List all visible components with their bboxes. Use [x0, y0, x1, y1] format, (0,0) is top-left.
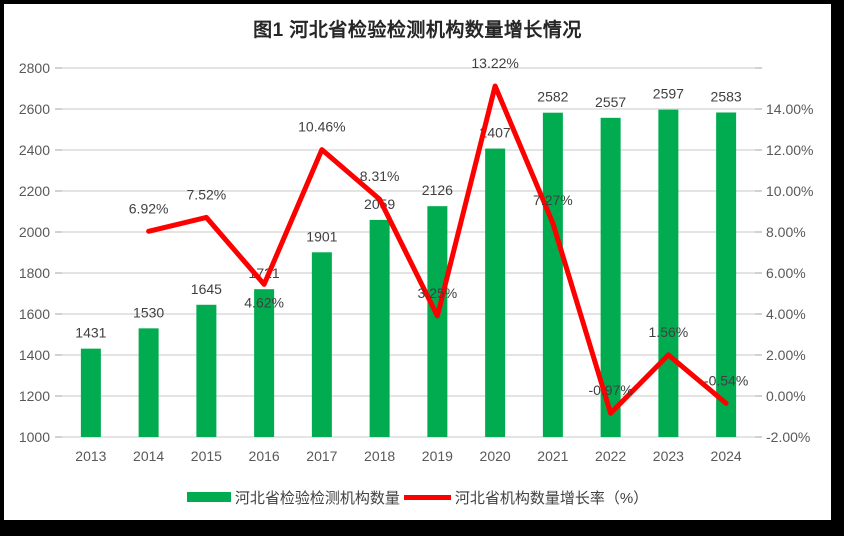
line-value-label: 1.56% [649, 324, 689, 340]
left-axis-tick-label: 2600 [19, 101, 50, 117]
line-value-label: 13.22% [471, 55, 518, 71]
line-value-label: 10.46% [298, 119, 345, 135]
bar-value-label: 2583 [711, 88, 742, 104]
bar-value-label: 1901 [306, 228, 337, 244]
bar [138, 328, 159, 437]
x-axis-label: 2019 [422, 448, 453, 464]
x-axis-label: 2014 [133, 448, 164, 464]
growth-line [146, 83, 729, 416]
x-axis-label: 2018 [364, 448, 395, 464]
right-axis-tick-label: 8.00% [766, 224, 806, 240]
combo-chart: 1000 -2.00% 1200 0.00% 1400 2.00% 1600 4.00% 180… [19, 55, 814, 464]
x-axis-label: 2024 [711, 448, 742, 464]
line-value-label: 8.31% [360, 168, 400, 184]
left-axis-tick-label: 2200 [19, 183, 50, 199]
right-axis-tick-label: -2.00% [766, 429, 810, 445]
chart-background: 图1 河北省检验检测机构数量增长情况 1000 -2.00% 1200 0.00% 14… [4, 4, 831, 520]
left-axis-tick-label: 2800 [19, 60, 50, 76]
right-axis-tick-label: 4.00% [766, 306, 806, 322]
bar [600, 117, 621, 437]
bar-value-label: 2557 [595, 94, 626, 110]
x-axis-label: 2017 [306, 448, 337, 464]
right-axis-tick-label: 14.00% [766, 101, 813, 117]
left-axis-tick-label: 1800 [19, 265, 50, 281]
legend-line-label: 河北省机构数量增长率（%） [454, 489, 649, 507]
left-axis-tick-label: 2400 [19, 142, 50, 158]
right-axis-tick-label: 10.00% [766, 183, 813, 199]
bar-value-label: 1530 [133, 304, 164, 320]
x-axis-label: 2013 [75, 448, 106, 464]
chart-title: 图1 河北省检验检测机构数量增长情况 [253, 20, 582, 41]
bar [542, 112, 563, 437]
bar-value-label: 2126 [422, 182, 453, 198]
x-axis-label: 2016 [249, 448, 280, 464]
right-axis-tick-label: 12.00% [766, 142, 813, 158]
x-axis-label: 2023 [653, 448, 684, 464]
line-value-label: -0.97% [588, 382, 632, 398]
bar [196, 304, 217, 437]
bar [716, 112, 737, 438]
x-axis-label: 2015 [191, 448, 222, 464]
bar [485, 148, 506, 437]
legend: 河北省检验检测机构数量 河北省机构数量增长率（%） [4, 486, 831, 508]
x-axis-label: 2020 [480, 448, 511, 464]
bar-value-label: 1431 [75, 325, 106, 341]
right-axis-tick-label: 2.00% [766, 347, 806, 363]
line-value-label: 4.62% [244, 294, 284, 310]
left-axis-tick-label: 1000 [19, 429, 50, 445]
line-value-label: 7.52% [187, 186, 227, 202]
legend-line-swatch [403, 494, 451, 500]
bar-value-label: 1645 [191, 281, 222, 297]
line-value-label: 7.27% [533, 192, 573, 208]
bar [427, 206, 448, 437]
bar [369, 219, 390, 437]
bar-value-label: 2407 [480, 125, 511, 141]
left-axis-tick-label: 2000 [19, 224, 50, 240]
legend-bar-swatch [186, 492, 231, 502]
bar-value-label: 2597 [653, 86, 684, 102]
x-axis-label: 2022 [595, 448, 626, 464]
line-value-label: -0.54% [704, 372, 748, 388]
left-axis-tick-label: 1600 [19, 306, 50, 322]
bar [254, 289, 275, 437]
right-axis-tick-label: 6.00% [766, 265, 806, 281]
x-axis-label: 2021 [537, 448, 568, 464]
right-axis-tick-label: 0.00% [766, 388, 806, 404]
bar [80, 348, 101, 437]
bar [658, 109, 679, 438]
line-value-label: 3.25% [418, 285, 458, 301]
left-axis-tick-label: 1400 [19, 347, 50, 363]
line-value-label: 6.92% [129, 200, 169, 216]
left-axis-tick-label: 1200 [19, 388, 50, 404]
bar [311, 252, 332, 437]
legend-bar-label: 河北省检验检测机构数量 [234, 489, 400, 507]
bar-value-label: 2582 [537, 89, 568, 105]
